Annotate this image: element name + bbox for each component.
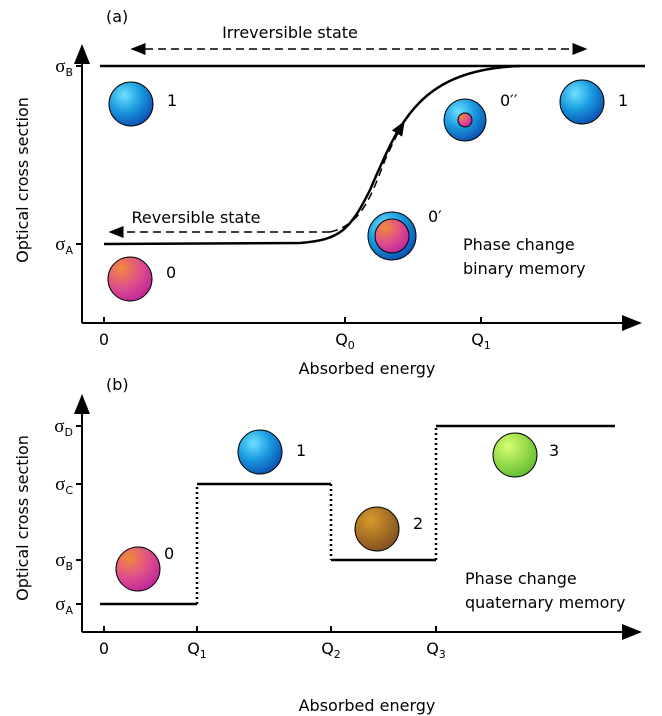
y-axis-title: Optical cross section	[13, 435, 32, 601]
y-tick-label: σB	[55, 56, 73, 79]
panel-label: (b)	[106, 375, 129, 394]
x-tick-label: Q1	[471, 330, 491, 352]
state-sphere	[115, 546, 161, 592]
caption: binary memory	[463, 259, 586, 278]
state-sphere	[107, 256, 153, 302]
x-tick-label: 0	[99, 330, 109, 349]
panel-a: (a) σB σA 0 Q0 Q1 Absorbed energy Optica…	[13, 7, 645, 378]
transitions	[195, 426, 438, 604]
state-sphere	[108, 81, 154, 127]
x-tick-label: 0	[99, 639, 109, 658]
dashed-curve	[329, 120, 405, 233]
state-sphere	[354, 506, 400, 552]
y-tick-label: σD	[54, 416, 73, 439]
state-sphere	[559, 79, 605, 125]
state-label: 0′	[428, 207, 442, 226]
y-tick-label: σC	[55, 474, 73, 497]
state-levels	[100, 424, 615, 606]
caption: Phase change	[465, 569, 577, 588]
y-tick-label: σA	[55, 234, 73, 257]
state-label: 1	[618, 91, 628, 110]
state-core	[374, 218, 410, 254]
state-core	[457, 112, 473, 128]
state-label: 0′′	[500, 91, 518, 110]
state-label: 0	[166, 263, 176, 282]
annotation: Reversible state	[132, 208, 261, 227]
x-tick-label: Q1	[187, 639, 207, 661]
caption: Phase change	[463, 235, 575, 254]
state-label: 1	[167, 91, 177, 110]
x-tick-label: Q2	[321, 639, 341, 661]
state-label: 1	[296, 441, 306, 460]
panel-label: (a)	[106, 7, 128, 26]
x-tick-label: Q3	[426, 639, 446, 661]
caption: quaternary memory	[465, 593, 625, 612]
state-sphere	[492, 432, 538, 478]
x-axis-title: Absorbed energy	[299, 696, 436, 715]
state-label: 0	[164, 544, 174, 563]
state-label: 3	[549, 441, 559, 460]
state-label: 2	[413, 514, 423, 533]
panel-b: (b) σD σC σB σA 0 Q1 Q2 Q3 Absorbed ener…	[13, 375, 642, 715]
y-axis-title: Optical cross section	[13, 97, 32, 263]
y-tick-label: σA	[55, 594, 73, 617]
transition-curve	[103, 64, 521, 246]
x-tick-label: Q0	[335, 330, 355, 352]
y-tick-label: σB	[55, 550, 73, 573]
state-sphere	[237, 429, 283, 475]
x-axis-title: Absorbed energy	[299, 359, 436, 378]
annotation: Irreversible state	[222, 23, 358, 42]
